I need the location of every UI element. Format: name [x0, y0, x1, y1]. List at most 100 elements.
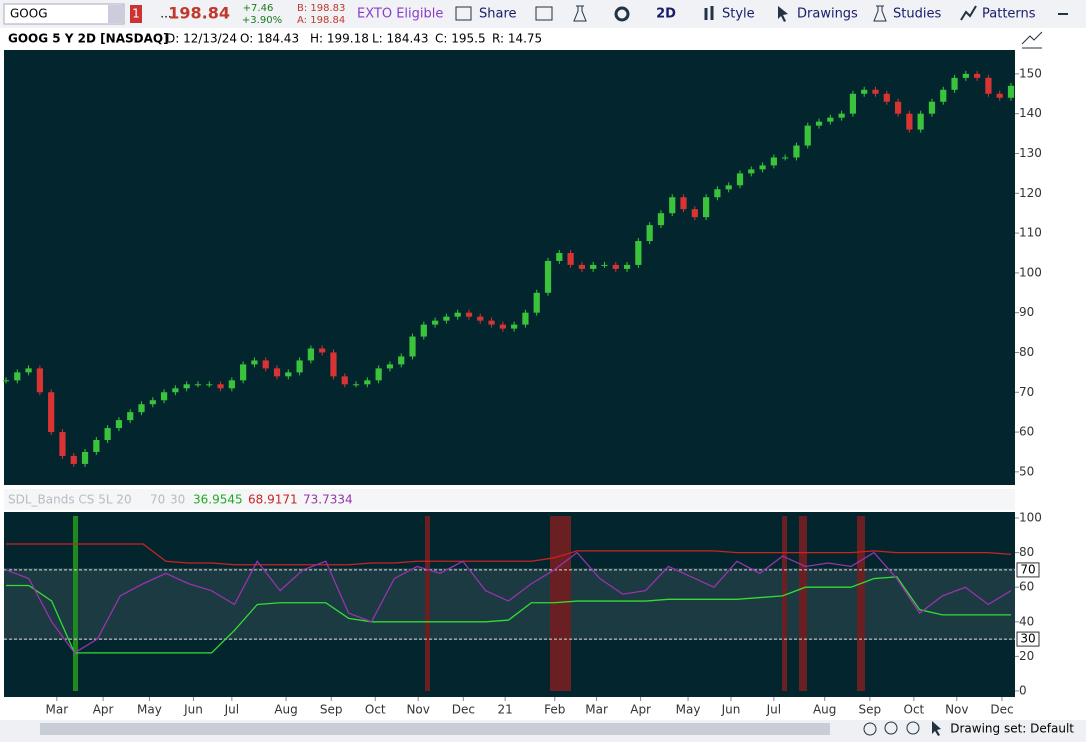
snapshot-icon[interactable] [535, 6, 553, 21]
candle [883, 93, 890, 102]
signal-bar [782, 516, 787, 691]
exto[interactable]: EXTO Eligible [357, 7, 443, 22]
candle [228, 380, 235, 389]
study-value: 73.7334 [303, 493, 353, 507]
studies[interactable]: Studies [893, 7, 941, 22]
x-tick-label: May [137, 703, 162, 717]
x-tick-label: Nov [406, 703, 429, 717]
info-date: D: 12/13/24 [166, 32, 237, 46]
share[interactable]: Share [479, 7, 517, 22]
candle [285, 372, 292, 377]
x-tick-label: Jun [183, 703, 203, 717]
info-high: H: 199.18 [310, 32, 369, 46]
scroll-thumb[interactable] [40, 723, 830, 735]
more[interactable]: ... [160, 7, 171, 21]
candle [172, 388, 179, 393]
study-name: SDL_Bands CS 5L 20 [8, 493, 132, 507]
share-icon [455, 6, 472, 21]
candle [940, 89, 947, 102]
candle [612, 264, 619, 269]
candle [691, 209, 698, 218]
candle [714, 189, 721, 198]
study-header [4, 489, 1015, 510]
candle [669, 197, 676, 214]
y-tick-label: 0 [1019, 683, 1027, 697]
x-tick-label: Sep [859, 703, 882, 717]
candle [93, 440, 100, 452]
x-tick-label: Aug [274, 703, 297, 717]
candle [601, 264, 608, 266]
pointer[interactable] [932, 721, 941, 736]
y-tick-label: 20 [1019, 649, 1034, 663]
zoom-out[interactable] [906, 721, 920, 735]
y-tick-label: 100 [1019, 511, 1042, 525]
y-tick-label: 140 [1019, 106, 1042, 120]
ask: A: 198.84 [297, 15, 345, 26]
band-fill [4, 568, 1015, 640]
patterns[interactable]: Patterns [982, 7, 1036, 22]
candle [770, 157, 777, 166]
settings-icon[interactable] [614, 6, 630, 22]
candle [70, 455, 77, 464]
candle [499, 324, 506, 329]
candle [477, 316, 484, 321]
x-tick-label: May [676, 703, 701, 717]
flask-icon[interactable] [573, 5, 587, 22]
x-tick-label: Mar [45, 703, 68, 717]
candle [985, 77, 992, 94]
drawing-set[interactable]: Drawing set: Default [950, 722, 1074, 736]
crosshair[interactable] [863, 722, 877, 736]
zoom-in[interactable] [884, 721, 898, 735]
style[interactable]: Style [722, 7, 755, 22]
study-line [6, 576, 1011, 654]
info-close: C: 195.5 [435, 32, 486, 46]
y-tick-label: 80 [1019, 545, 1034, 559]
x-tick-label: Aug [813, 703, 836, 717]
candle [951, 77, 958, 90]
candle [14, 372, 21, 381]
candle [849, 93, 857, 114]
x-tick-label: Jun [721, 703, 741, 717]
study-line [5, 551, 1012, 654]
candle [974, 73, 981, 78]
candle [511, 324, 518, 329]
candle [917, 113, 924, 130]
candle [906, 113, 913, 130]
drawings[interactable]: Drawings [797, 7, 858, 22]
alert-badge[interactable] [130, 5, 142, 23]
alert-count: 1 [132, 7, 140, 21]
x-tick-label: Nov [945, 703, 968, 717]
change: +7.46 [243, 3, 274, 14]
symbol[interactable]: GOOG [10, 7, 48, 21]
candle [352, 384, 360, 386]
candle [296, 360, 303, 373]
signal-bar [799, 516, 807, 691]
symbol-dropdown[interactable] [108, 5, 124, 23]
study-param: 30 [170, 493, 185, 507]
candle [793, 145, 800, 158]
y-tick-label: 70 [1019, 385, 1034, 399]
candle [928, 101, 936, 114]
signal-bar [857, 516, 865, 691]
studies-icon [873, 5, 887, 22]
candle [748, 169, 755, 174]
candle [330, 352, 337, 377]
candle [240, 364, 247, 381]
candle [488, 320, 495, 325]
candle [567, 252, 574, 265]
candle [2, 380, 10, 382]
aggregation[interactable]: 2D [656, 7, 676, 22]
candle [533, 292, 540, 313]
candle [578, 264, 586, 269]
expand-icon[interactable] [1021, 31, 1043, 49]
candle [160, 392, 168, 401]
candle [894, 101, 902, 114]
candle [273, 368, 281, 377]
candle [341, 376, 348, 385]
candle [115, 420, 123, 429]
candle [217, 384, 224, 389]
candle [262, 360, 269, 369]
info-bar [4, 28, 1015, 50]
y-tick-label: 130 [1019, 146, 1042, 160]
